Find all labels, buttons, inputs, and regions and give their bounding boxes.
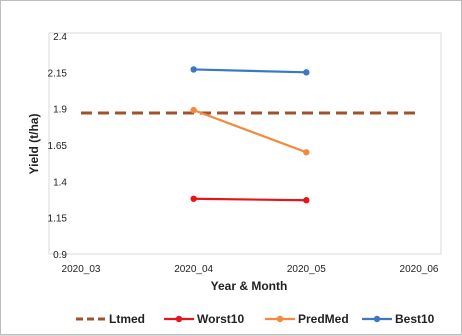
best10-line	[193, 68, 307, 74]
legend-label-predmed: PredMed	[298, 312, 349, 326]
x-tick-label: 2020_03	[62, 264, 101, 275]
y-tick-label: 0.9	[53, 250, 67, 261]
series-layer	[81, 66, 419, 204]
x-tick-label: 2020_05	[287, 264, 326, 275]
legend-item-worst10: Worst10	[164, 312, 244, 326]
legend-label-worst10: Worst10	[197, 312, 244, 326]
x-tick-label: 2020_06	[400, 264, 439, 275]
legend-label-ltmed: Ltmed	[109, 312, 145, 326]
predmed-point	[190, 106, 197, 114]
legend-item-ltmed: Ltmed	[76, 312, 145, 326]
y-tick-label: 2.4	[53, 32, 67, 43]
best10-point	[190, 66, 197, 73]
series-best10	[190, 66, 310, 76]
worst10-line	[193, 197, 307, 202]
legend-marker-best10	[373, 315, 381, 323]
x-axis-title: Year & Month	[211, 279, 288, 293]
legend-item-predmed: PredMed	[265, 312, 349, 326]
y-tick-label: 2.15	[48, 68, 68, 79]
x-tick-labels: 2020_03 2020_04 2020_05 2020_06	[62, 264, 439, 275]
y-tick-label: 1.4	[53, 177, 67, 188]
series-worst10	[190, 195, 310, 204]
y-tick-label: 1.15	[48, 214, 68, 225]
best10-point	[303, 69, 310, 76]
y-axis-title: Yield (t/ha)	[27, 114, 41, 175]
worst10-point	[190, 195, 197, 202]
series-predmed	[190, 106, 310, 156]
legend: Ltmed Worst10 PredMed Best10	[76, 312, 435, 326]
y-tick-labels: 0.9 1.15 1.4 1.65 1.9 2.15 2.4	[48, 32, 68, 261]
predmed-line	[193, 109, 307, 154]
legend-marker-worst10	[175, 315, 183, 323]
predmed-point	[303, 149, 310, 156]
plot-area	[48, 32, 442, 255]
legend-label-best10: Best10	[395, 312, 435, 326]
legend-item-best10: Best10	[362, 312, 435, 326]
x-tick-label: 2020_04	[174, 264, 213, 275]
y-tick-label: 1.65	[48, 141, 68, 152]
legend-marker-predmed	[276, 315, 284, 323]
y-tick-label: 1.9	[53, 105, 67, 116]
worst10-point	[303, 197, 310, 204]
